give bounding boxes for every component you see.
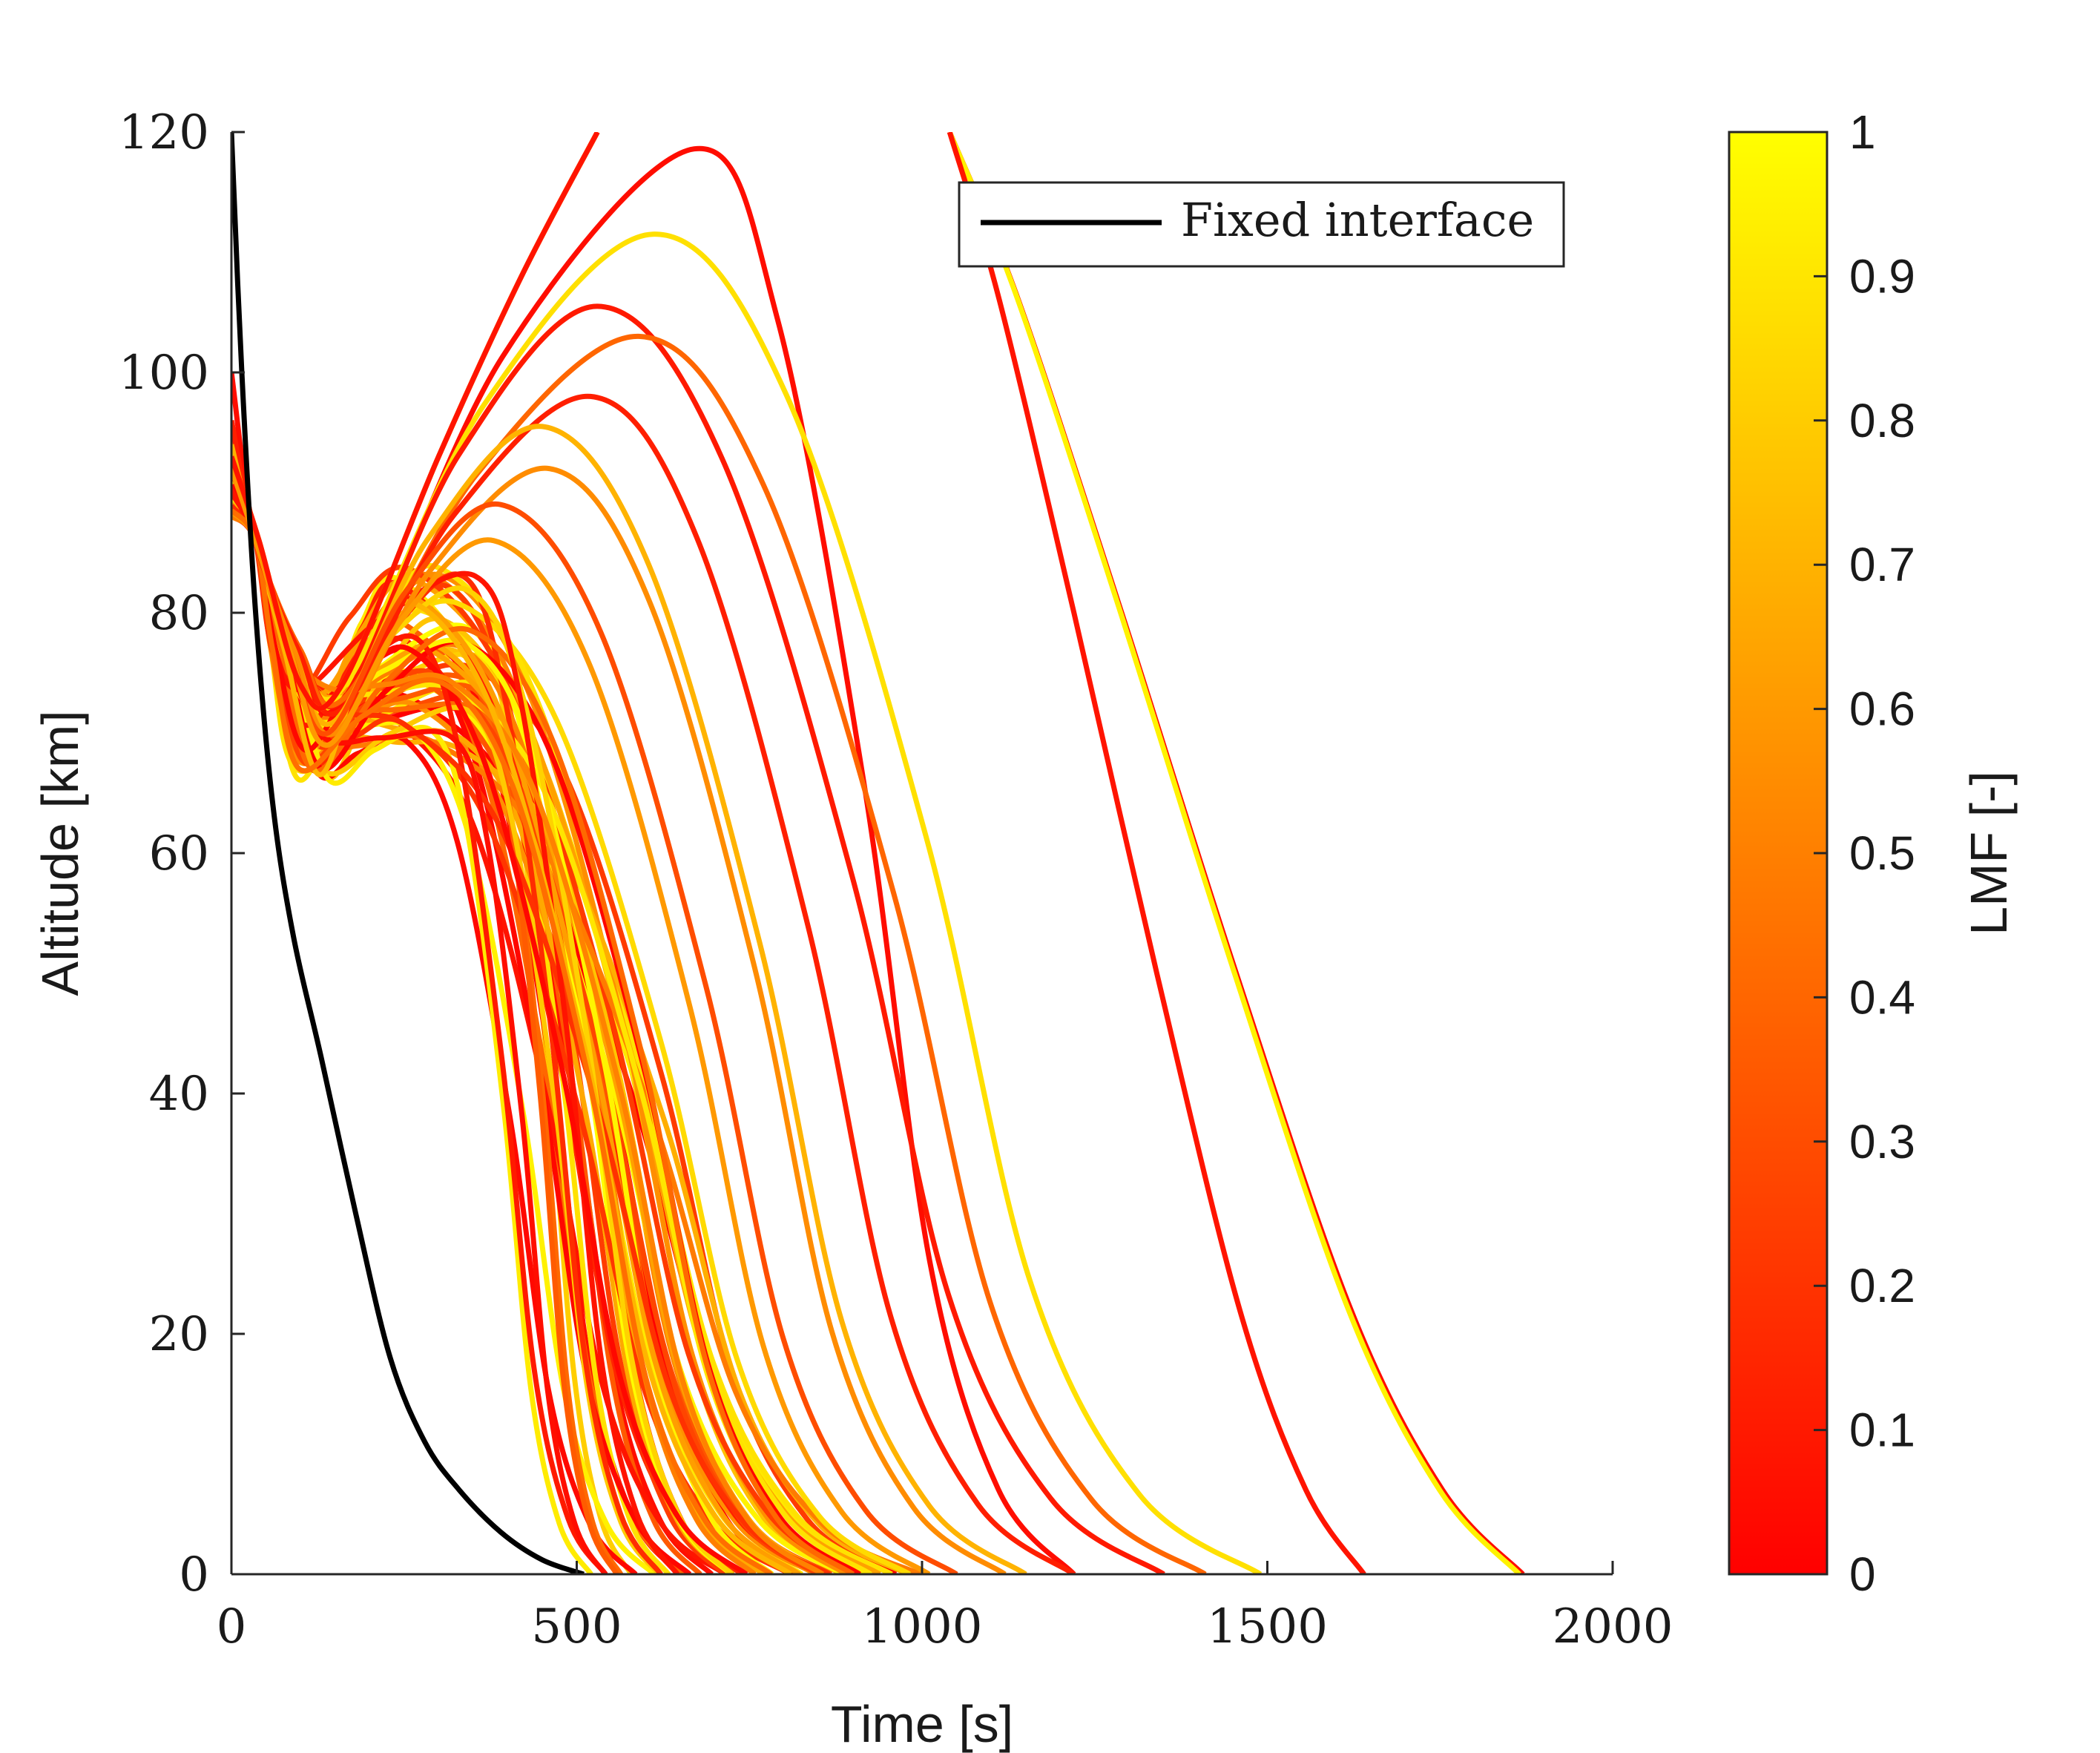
trajectory-line	[231, 393, 1076, 1574]
trajectory-exit-line	[231, 132, 600, 711]
x-tick-label: 1000	[862, 1599, 983, 1654]
fixed-interface-series	[231, 132, 585, 1574]
colorbar-tick-label: 0.6	[1849, 683, 1915, 736]
trajectory-series	[231, 132, 1525, 1574]
colorbar-ticks: 0 0.1 0.2 0.3 0.4 0.5 0.6 0.7 0.8 0.9 1	[1814, 105, 1915, 1601]
axes: 0 500 1000 1500 2000 0 20 40 60 80 100 120	[119, 105, 1673, 1654]
colorbar-label: LMF [-]	[1960, 771, 2018, 935]
colorbar-tick-label: 0.4	[1849, 970, 1915, 1024]
x-tick-label: 2000	[1553, 1599, 1673, 1654]
legend-entry-fixed-interface: Fixed interface	[1181, 193, 1534, 247]
y-ticks: 0 20 40 60 80 100 120	[119, 105, 245, 1602]
trajectory-line	[231, 508, 773, 1574]
trajectory-line	[231, 231, 1263, 1574]
legend: Fixed interface	[958, 181, 1565, 268]
colorbar-tick-label: 0.3	[1849, 1115, 1915, 1168]
y-tick-label: 0	[179, 1548, 209, 1602]
y-axis-label: Altitude [km]	[31, 710, 89, 996]
colorbar: 0 0.1 0.2 0.3 0.4 0.5 0.6 0.7 0.8 0.9 1 LMF [-]	[1728, 105, 2018, 1601]
colorbar-tick-label: 0.1	[1849, 1404, 1915, 1457]
y-tick-label: 80	[149, 586, 209, 641]
y-tick-label: 40	[149, 1067, 209, 1122]
trajectory-line	[231, 469, 748, 1574]
plot-area	[231, 132, 1525, 1574]
x-ticks: 0 500 1000 1500 2000	[217, 1561, 1673, 1654]
colorbar-tick-label: 0.5	[1849, 826, 1915, 880]
colorbar-tick-label: 0.8	[1849, 394, 1915, 447]
x-tick-label: 1500	[1207, 1599, 1328, 1654]
y-tick-label: 20	[149, 1307, 209, 1362]
trajectory-line	[231, 446, 792, 1574]
trajectory-line	[231, 455, 1007, 1574]
colorbar-tick-label: 0.9	[1849, 249, 1915, 303]
colorbar-tick-label: 1	[1849, 105, 1876, 159]
y-tick-label: 100	[119, 346, 209, 401]
y-tick-label: 120	[119, 105, 209, 160]
fixed-interface-line	[231, 132, 585, 1574]
colorbar-tick-label: 0.2	[1849, 1259, 1915, 1312]
x-tick-label: 500	[531, 1599, 622, 1654]
colorbar-tick-label: 0.7	[1849, 538, 1915, 591]
x-tick-label: 0	[217, 1599, 247, 1654]
colorbar-gradient	[1728, 131, 1829, 1576]
y-tick-label: 60	[149, 826, 209, 881]
trajectory-reentry-line	[947, 132, 1366, 1574]
colorbar-tick-label: 0	[1849, 1548, 1876, 1601]
x-axis-label: Time [s]	[831, 1695, 1013, 1753]
trajectory-reentry-line	[947, 132, 1521, 1574]
